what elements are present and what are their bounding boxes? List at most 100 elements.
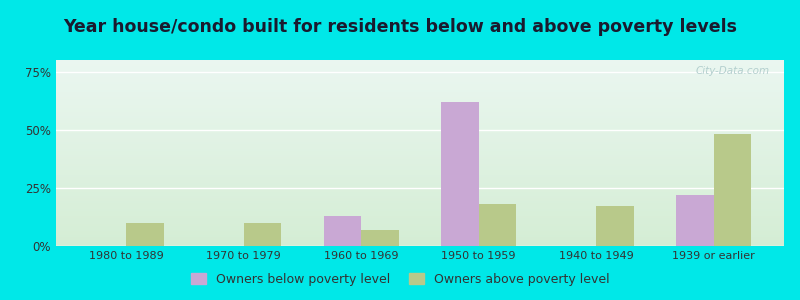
Bar xyxy=(56,235,784,237)
Bar xyxy=(56,194,784,196)
Bar xyxy=(56,138,784,140)
Bar xyxy=(56,201,784,203)
Bar xyxy=(244,223,282,246)
Bar xyxy=(56,162,784,164)
Bar xyxy=(56,190,784,192)
Bar xyxy=(714,134,751,246)
Bar xyxy=(56,131,784,133)
Bar xyxy=(56,114,784,116)
Bar xyxy=(56,183,784,184)
Bar xyxy=(56,155,784,157)
Bar xyxy=(56,184,784,187)
Bar xyxy=(56,170,784,172)
Bar xyxy=(441,102,478,246)
Bar xyxy=(56,151,784,153)
Bar xyxy=(56,160,784,162)
Bar xyxy=(56,242,784,244)
Bar xyxy=(56,64,784,66)
Bar xyxy=(56,68,784,69)
Bar xyxy=(56,179,784,181)
Bar xyxy=(56,205,784,207)
Bar xyxy=(56,142,784,144)
Bar xyxy=(56,172,784,173)
Bar xyxy=(56,101,784,103)
Bar xyxy=(56,73,784,75)
Bar xyxy=(56,203,784,205)
Bar xyxy=(56,62,784,64)
Bar xyxy=(56,214,784,216)
Bar xyxy=(56,168,784,170)
Bar xyxy=(56,157,784,159)
Bar xyxy=(56,123,784,125)
Bar xyxy=(56,198,784,200)
Bar xyxy=(56,229,784,231)
Bar xyxy=(56,99,784,101)
Bar xyxy=(56,226,784,227)
Bar xyxy=(56,82,784,84)
Bar xyxy=(56,212,784,214)
Bar xyxy=(56,237,784,239)
Bar xyxy=(362,230,399,246)
Bar xyxy=(56,240,784,242)
Bar xyxy=(56,188,784,190)
Bar xyxy=(324,216,362,246)
Bar xyxy=(56,80,784,82)
Bar xyxy=(56,84,784,86)
Bar xyxy=(56,77,784,79)
Bar xyxy=(56,233,784,235)
Bar xyxy=(56,105,784,106)
Bar xyxy=(56,116,784,118)
Bar xyxy=(56,220,784,222)
Bar xyxy=(56,227,784,229)
Bar xyxy=(56,153,784,155)
Bar xyxy=(56,136,784,138)
Bar xyxy=(56,244,784,246)
Bar xyxy=(56,75,784,77)
Bar xyxy=(56,140,784,142)
Bar xyxy=(56,94,784,95)
Text: City-Data.com: City-Data.com xyxy=(695,66,770,76)
Bar xyxy=(56,69,784,71)
Bar xyxy=(56,92,784,94)
Bar xyxy=(56,149,784,151)
Bar xyxy=(56,166,784,168)
Bar xyxy=(56,146,784,147)
Bar xyxy=(56,118,784,119)
Bar xyxy=(56,88,784,90)
Bar xyxy=(56,106,784,108)
Bar xyxy=(56,200,784,201)
Bar xyxy=(56,60,784,62)
Bar xyxy=(478,204,516,246)
Bar xyxy=(56,164,784,166)
Bar xyxy=(56,192,784,194)
Bar xyxy=(596,206,634,246)
Bar xyxy=(56,90,784,92)
Bar xyxy=(56,181,784,183)
Bar xyxy=(56,119,784,122)
Bar xyxy=(56,177,784,179)
Bar xyxy=(56,218,784,220)
Bar xyxy=(56,196,784,198)
Bar xyxy=(56,71,784,73)
Bar xyxy=(56,134,784,136)
Bar xyxy=(56,79,784,80)
Bar xyxy=(56,187,784,188)
Bar xyxy=(56,122,784,123)
Bar xyxy=(56,211,784,212)
Bar xyxy=(56,95,784,97)
Bar xyxy=(56,108,784,110)
Bar xyxy=(56,103,784,105)
Bar xyxy=(126,223,164,246)
Legend: Owners below poverty level, Owners above poverty level: Owners below poverty level, Owners above… xyxy=(186,268,614,291)
Bar xyxy=(56,110,784,112)
Text: Year house/condo built for residents below and above poverty levels: Year house/condo built for residents bel… xyxy=(63,18,737,36)
Bar xyxy=(56,133,784,134)
Bar xyxy=(56,97,784,99)
Bar xyxy=(56,222,784,224)
Bar xyxy=(56,231,784,233)
Bar xyxy=(56,175,784,177)
Bar xyxy=(56,125,784,127)
Bar xyxy=(56,224,784,226)
Bar xyxy=(56,216,784,218)
Bar xyxy=(56,238,784,240)
